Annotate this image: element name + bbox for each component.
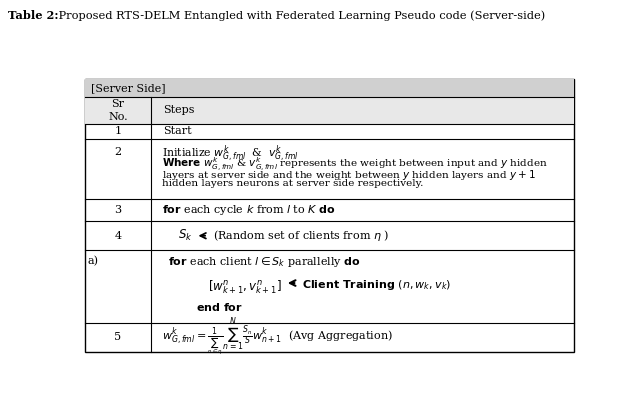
Text: a): a) bbox=[88, 256, 99, 266]
Text: $\mathbf{Where}$ $w^k_{G,fml}$ & $v^k_{G,fml}$ represents the weight between inp: $\mathbf{Where}$ $w^k_{G,fml}$ & $v^k_{G… bbox=[162, 156, 548, 174]
Text: Table 2:: Table 2: bbox=[8, 10, 59, 21]
Text: $\mathbf{for}$ each client $l \in S_k$ parallelly $\mathbf{do}$: $\mathbf{for}$ each client $l \in S_k$ p… bbox=[168, 255, 361, 269]
Text: 5: 5 bbox=[115, 332, 122, 342]
Text: [Server Side]: [Server Side] bbox=[91, 83, 166, 93]
Text: layers at server side and the weight between $y$ hidden layers and $y + 1$: layers at server side and the weight bet… bbox=[162, 168, 536, 182]
Bar bbox=[85, 79, 573, 352]
Text: Start: Start bbox=[163, 126, 192, 136]
Text: Steps: Steps bbox=[163, 105, 195, 115]
Text: $\mathbf{Client\ Training}$ $(n, w_k, v_k)$: $\mathbf{Client\ Training}$ $(n, w_k, v_… bbox=[302, 278, 451, 292]
Text: Initialize $w^k_{G,fml}$  &  $v^k_{G,fml}$: Initialize $w^k_{G,fml}$ & $v^k_{G,fml}$ bbox=[162, 143, 299, 164]
Text: Proposed RTS-DELM Entangled with Federated Learning Pseudo code (Server-side): Proposed RTS-DELM Entangled with Federat… bbox=[55, 10, 545, 20]
Bar bbox=[85, 97, 573, 124]
Text: $S_k$: $S_k$ bbox=[178, 228, 193, 243]
Text: hidden layers neurons at server side respectively.: hidden layers neurons at server side res… bbox=[162, 179, 423, 188]
Text: $\mathbf{for}$ each cycle $k$ from $l$ to $K$ $\mathbf{do}$: $\mathbf{for}$ each cycle $k$ from $l$ t… bbox=[162, 203, 335, 217]
Text: 1: 1 bbox=[115, 126, 122, 136]
Text: $w^k_{G,fml} = \frac{1}{\sum_{n\in\eta}} \sum_{n=1}^{N} \frac{S_n}{S} w^k_{n+1}$: $w^k_{G,fml} = \frac{1}{\sum_{n\in\eta}}… bbox=[162, 316, 392, 358]
Text: 4: 4 bbox=[115, 231, 122, 241]
Text: 3: 3 bbox=[115, 205, 122, 215]
Text: $\mathbf{end\ for}$: $\mathbf{end\ for}$ bbox=[196, 301, 243, 313]
Text: $[w^n_{k+1}, v^n_{k+1}]$: $[w^n_{k+1}, v^n_{k+1}]$ bbox=[208, 278, 282, 296]
Text: 2: 2 bbox=[115, 147, 122, 157]
Text: Sr
No.: Sr No. bbox=[108, 99, 128, 122]
Bar bbox=[85, 79, 573, 97]
Text: (Random set of clients from $\eta$ ): (Random set of clients from $\eta$ ) bbox=[213, 228, 389, 243]
